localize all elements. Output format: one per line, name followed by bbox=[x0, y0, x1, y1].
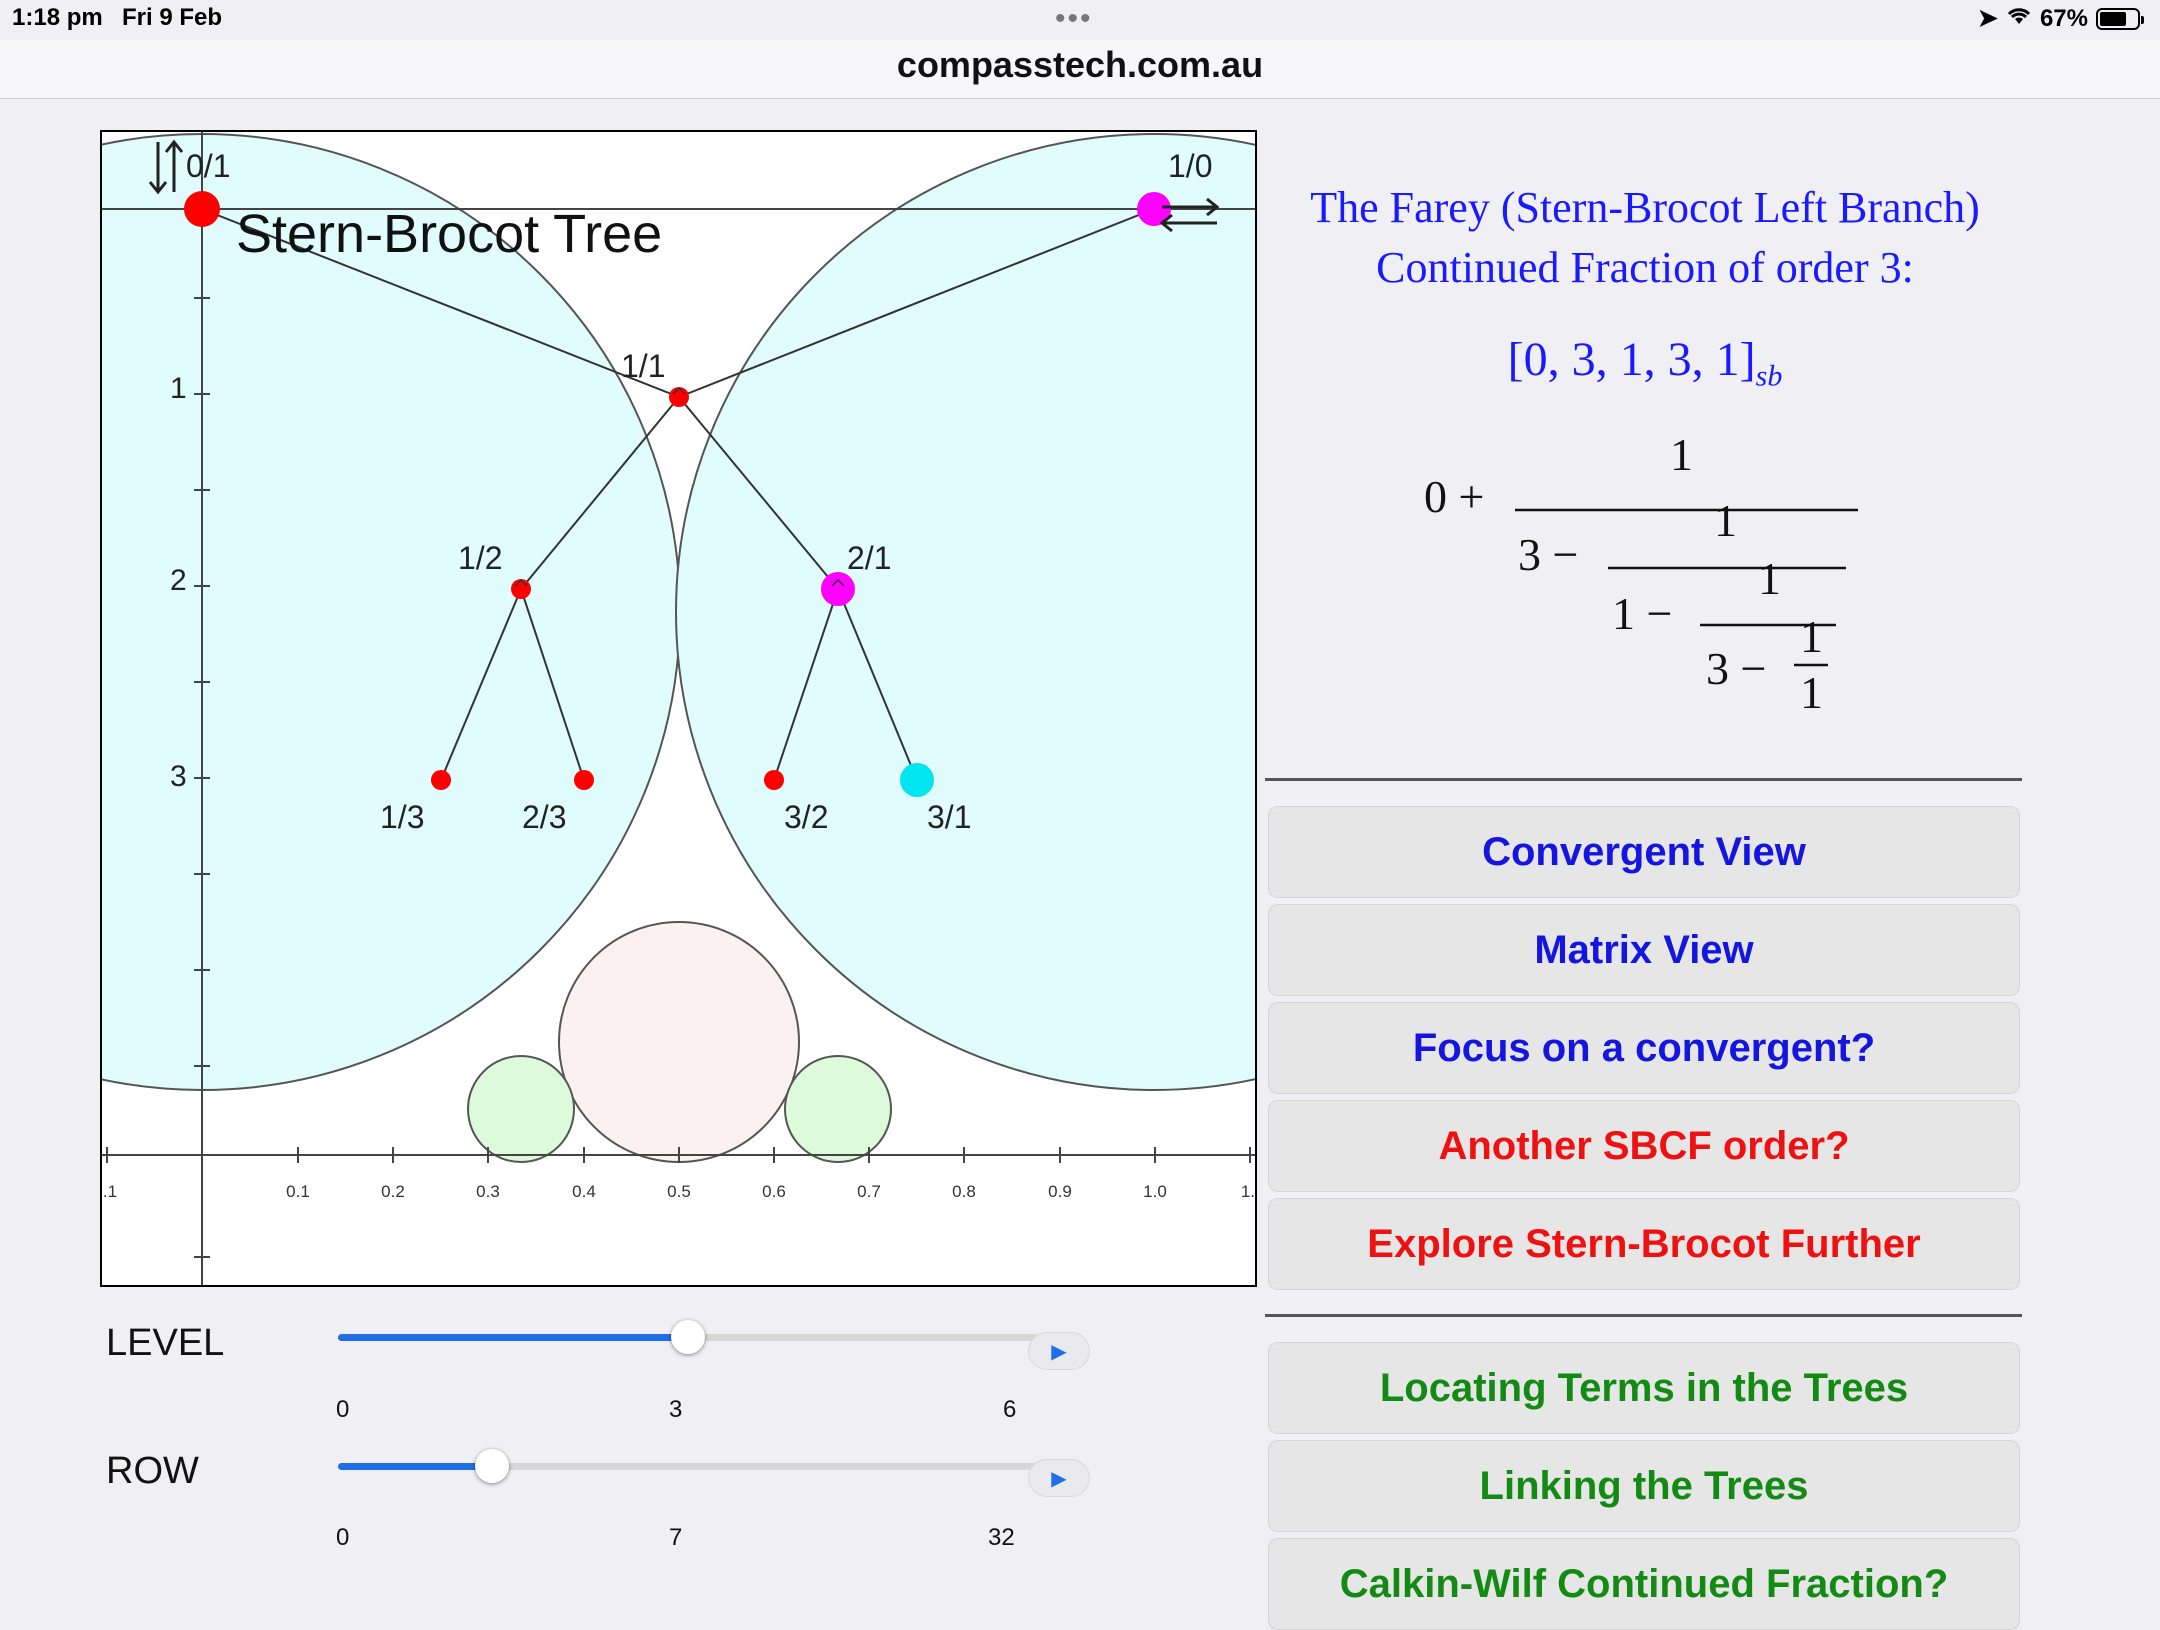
top-right-fraction-label: 1/0 bbox=[1168, 148, 1212, 184]
level-slider[interactable] bbox=[338, 1320, 1038, 1354]
node-label: 2/3 bbox=[522, 799, 566, 835]
node-3-2 bbox=[764, 770, 784, 790]
x-tick-label: 1.0 bbox=[1143, 1182, 1167, 1201]
center-circle bbox=[558, 921, 800, 1163]
row-slider-fill bbox=[338, 1463, 492, 1470]
node-label: 2/1 bbox=[847, 540, 891, 576]
divider bbox=[1265, 1314, 2022, 1317]
level-min-label: 0 bbox=[336, 1396, 350, 1423]
x-tick-label: 0.4 bbox=[572, 1182, 596, 1201]
level-max-label: 6 bbox=[1003, 1396, 1017, 1423]
y-tick-label: 3 bbox=[170, 760, 187, 793]
browser-url-bar[interactable]: compasstech.com.au bbox=[0, 40, 2160, 99]
x-tick-label: 0.1 bbox=[286, 1182, 310, 1201]
node-label: 1/1 bbox=[621, 348, 665, 384]
node-1-1 bbox=[669, 387, 689, 407]
cf-list-value: [0, 3, 1, 3, 1] bbox=[1507, 333, 1756, 386]
play-icon: ▶ bbox=[1051, 1467, 1067, 1490]
node-label: 3/1 bbox=[927, 799, 971, 835]
level-play-button[interactable]: ▶ bbox=[1028, 1332, 1090, 1370]
battery-percent: 67% bbox=[2039, 4, 2088, 32]
row-slider[interactable] bbox=[338, 1449, 1038, 1483]
level-slider-label: LEVEL bbox=[106, 1322, 225, 1364]
node-label: 1/2 bbox=[458, 540, 502, 576]
node-1-2 bbox=[511, 579, 531, 599]
x-tick-label: 1. bbox=[1241, 1182, 1255, 1201]
url-text[interactable]: compasstech.com.au bbox=[896, 44, 1264, 85]
cf-numerator: 1 bbox=[1800, 611, 1823, 662]
multitasking-dots-icon[interactable]: ••• bbox=[1055, 2, 1093, 35]
node-2-1 bbox=[821, 572, 855, 606]
x-tick-label: 0.8 bbox=[952, 1182, 976, 1201]
cf-term-0: 0 + bbox=[1424, 471, 1484, 522]
left-farey-circle bbox=[102, 133, 681, 1091]
focus-convergent-button[interactable]: Focus on a convergent? bbox=[1268, 1002, 2020, 1094]
linking-trees-button[interactable]: Linking the Trees bbox=[1268, 1440, 2020, 1532]
convergent-view-button[interactable]: Convergent View bbox=[1268, 806, 2020, 898]
cf-denominator: 1 bbox=[1800, 667, 1823, 718]
x-tick-label: 0.5 bbox=[667, 1182, 691, 1201]
status-indicators: ➤ 67% bbox=[1977, 4, 2144, 33]
cf-term-2: 1 − bbox=[1612, 588, 1672, 639]
swap-horizontal-icon bbox=[1159, 197, 1220, 233]
another-order-button[interactable]: Another SBCF order? bbox=[1268, 1100, 2020, 1192]
locating-terms-button[interactable]: Locating Terms in the Trees bbox=[1268, 1342, 2020, 1434]
level-slider-fill bbox=[338, 1334, 688, 1341]
root-node-1-0 bbox=[1137, 192, 1171, 226]
status-bar: 1:18 pm Fri 9 Feb ••• ➤ 67% bbox=[0, 0, 2160, 40]
continued-fraction-list: [0, 3, 1, 3, 1]sb bbox=[1265, 332, 2025, 394]
level-mid-label: 3 bbox=[669, 1396, 683, 1423]
node-label: 1/3 bbox=[380, 799, 424, 835]
cf-term-1: 3 − bbox=[1518, 529, 1578, 580]
right-small-circle bbox=[784, 1055, 892, 1163]
level-slider-thumb[interactable] bbox=[671, 1320, 705, 1354]
node-1-3 bbox=[431, 770, 451, 790]
node-3-1 bbox=[900, 763, 934, 797]
row-max-label: 32 bbox=[988, 1524, 1015, 1551]
divider bbox=[1265, 778, 2022, 781]
node-label: 3/2 bbox=[784, 799, 828, 835]
x-tick-label: 0.7 bbox=[857, 1182, 881, 1201]
panel-title-line1: The Farey (Stern-Brocot Left Branch) bbox=[1310, 183, 1980, 232]
play-icon: ▶ bbox=[1051, 1340, 1067, 1363]
node-2-3 bbox=[574, 770, 594, 790]
calkin-wilf-button[interactable]: Calkin-Wilf Continued Fraction? bbox=[1268, 1538, 2020, 1630]
row-play-button[interactable]: ▶ bbox=[1028, 1459, 1090, 1497]
cf-numerator: 1 bbox=[1714, 495, 1737, 546]
right-farey-circle bbox=[675, 133, 1255, 1091]
row-min-label: 0 bbox=[336, 1524, 350, 1551]
stern-brocot-diagram[interactable]: .1 0.1 0.2 0.3 0.4 0.5 0.6 0.7 0.8 0.9 1… bbox=[100, 130, 1257, 1287]
matrix-view-button[interactable]: Matrix View bbox=[1268, 904, 2020, 996]
panel-title: The Farey (Stern-Brocot Left Branch) Con… bbox=[1265, 178, 2025, 298]
y-tick-label: 1 bbox=[170, 372, 187, 405]
root-node-0-1 bbox=[184, 191, 220, 227]
x-tick-label: 0.6 bbox=[762, 1182, 786, 1201]
cf-numerator: 1 bbox=[1670, 440, 1693, 480]
status-date: Fri 9 Feb bbox=[122, 4, 223, 31]
y-tick-label: 2 bbox=[170, 564, 187, 597]
x-tick-label: 0.2 bbox=[381, 1182, 405, 1201]
swap-vertical-icon bbox=[148, 139, 184, 195]
x-tick-label: .1 bbox=[103, 1182, 117, 1201]
row-mid-label: 7 bbox=[669, 1524, 683, 1551]
row-slider-thumb[interactable] bbox=[475, 1449, 509, 1483]
location-icon: ➤ bbox=[1977, 5, 1998, 32]
cf-list-subscript: sb bbox=[1755, 359, 1783, 393]
explore-further-button[interactable]: Explore Stern-Brocot Further bbox=[1268, 1198, 2020, 1290]
cf-term-3: 3 − bbox=[1706, 643, 1766, 694]
diagram-title: Stern-Brocot Tree bbox=[236, 204, 662, 264]
row-slider-label: ROW bbox=[106, 1450, 199, 1492]
continued-fraction-expression: 0 + 1 3 − 1 1 − 1 3 − 1 1 bbox=[1424, 440, 1858, 718]
battery-icon bbox=[2096, 7, 2144, 30]
cf-numerator: 1 bbox=[1758, 553, 1781, 604]
x-tick-label: 0.9 bbox=[1048, 1182, 1072, 1201]
x-tick-label: 0.3 bbox=[476, 1182, 500, 1201]
status-time: 1:18 pm bbox=[12, 4, 103, 31]
left-small-circle bbox=[467, 1055, 575, 1163]
top-left-fraction-label: 0/1 bbox=[186, 148, 230, 184]
wifi-icon bbox=[2006, 5, 2032, 33]
panel-title-line2: Continued Fraction of order 3: bbox=[1376, 243, 1914, 292]
